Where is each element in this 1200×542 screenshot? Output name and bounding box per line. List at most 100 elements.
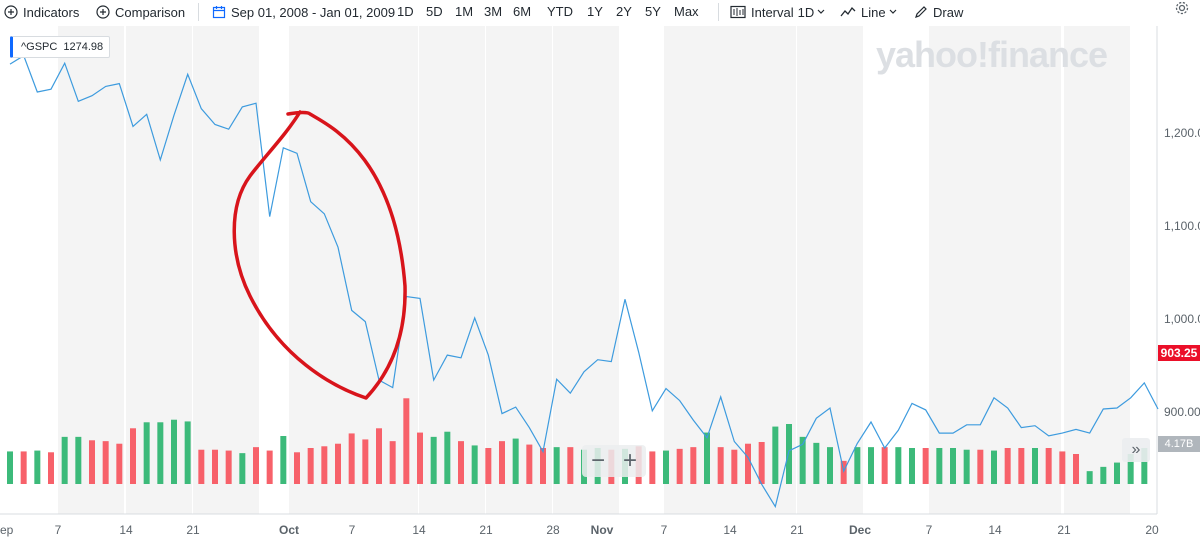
volume-bar <box>307 448 314 484</box>
volume-bar <box>813 442 820 484</box>
date-range-label: Sep 01, 2008 - Jan 01, 2009 <box>231 4 396 20</box>
volume-bar <box>758 442 765 484</box>
pencil-icon <box>914 5 928 19</box>
range-button-5d[interactable]: 5D <box>426 4 443 19</box>
zoom-in-button[interactable]: + <box>622 447 637 474</box>
volume-bar <box>963 449 970 484</box>
x-tick-label: 14 <box>119 523 133 537</box>
x-tick-label: 7 <box>349 523 356 537</box>
volume-bar <box>171 419 177 484</box>
volume-bar <box>868 447 874 484</box>
volume-bar <box>1045 448 1052 484</box>
volume-bar <box>348 433 355 484</box>
volume-bar <box>854 447 861 484</box>
comparison-label: Comparison <box>115 4 186 20</box>
scroll-forward-button[interactable]: » <box>1122 438 1150 462</box>
volume-tag: 4.17B <box>1158 436 1200 452</box>
volume-bar <box>403 398 410 484</box>
volume-bar <box>731 449 738 484</box>
chart-type-dropdown[interactable]: Line <box>840 5 897 20</box>
zoom-out-button[interactable]: − <box>590 447 605 474</box>
volume-bar <box>253 447 259 484</box>
week-band <box>664 26 730 514</box>
date-range-button[interactable]: Sep 01, 2008 - Jan 01, 2009 <box>212 5 395 20</box>
volume-bar <box>799 436 806 484</box>
x-tick-label: Dec <box>849 523 871 537</box>
range-button-6m[interactable]: 6M <box>513 4 532 19</box>
calendar-icon <box>212 5 226 19</box>
y-tick-label: 1,100.00 <box>1164 219 1200 233</box>
volume-bar <box>936 448 943 484</box>
volume-bar <box>362 439 369 484</box>
volume-bar <box>34 450 41 484</box>
range-button-1d[interactable]: 1D <box>397 4 414 19</box>
week-band <box>58 26 124 514</box>
volume-bar <box>991 450 997 484</box>
x-tick-label: 21 <box>790 523 804 537</box>
week-band <box>486 26 552 514</box>
range-button-1y[interactable]: 1Y <box>587 4 603 19</box>
volume-bar <box>499 441 505 484</box>
comparison-button[interactable]: Comparison <box>96 5 185 20</box>
range-button-3m[interactable]: 3M <box>484 4 503 19</box>
x-tick-label: 7 <box>926 523 933 537</box>
x-tick-label: 28 <box>546 523 560 537</box>
volume-bar <box>512 438 519 484</box>
yahoo-finance-watermark: yahoo!finance <box>876 34 1108 75</box>
y-tick-label: 1,200.00 <box>1164 126 1200 140</box>
range-button-1m[interactable]: 1M <box>455 4 474 19</box>
x-tick-label: 14 <box>412 523 426 537</box>
draw-label: Draw <box>933 4 964 20</box>
volume-bar <box>827 447 833 484</box>
range-button-max[interactable]: Max <box>674 4 699 19</box>
volume-bar <box>567 447 574 484</box>
volume-bar <box>130 428 136 484</box>
annotation-circle <box>232 110 407 400</box>
x-tick-label: 14 <box>988 523 1002 537</box>
chart-type-label: Line <box>861 4 886 20</box>
volume-bar <box>676 448 683 484</box>
x-tick-label: ep <box>0 523 14 537</box>
last-price-tag: 903.25 <box>1158 345 1200 361</box>
volume-bar <box>540 448 546 484</box>
chart-toolbar: Indicators Comparison Sep 01, 2008 - Jan… <box>0 0 1200 24</box>
symbol-tag: ^GSPC 1274.98 <box>10 36 111 58</box>
indicators-label: Indicators <box>23 4 80 20</box>
volume-bar <box>321 446 328 484</box>
volume-bar <box>20 451 27 484</box>
volume-bar <box>212 449 218 484</box>
toolbar-divider <box>718 3 719 21</box>
volume-bar <box>417 432 423 484</box>
volume-bar <box>745 443 751 484</box>
settings-gear-icon[interactable] <box>1174 0 1190 19</box>
volume-bar <box>977 449 984 484</box>
volume-bar <box>266 450 273 484</box>
week-band <box>553 26 619 514</box>
x-tick-label: 21 <box>186 523 200 537</box>
volume-bar <box>198 449 205 484</box>
volume-bar <box>1018 448 1025 484</box>
volume-bar <box>458 441 464 484</box>
volume-bar <box>239 453 246 484</box>
volume-bar <box>717 447 724 484</box>
volume-bar <box>1059 451 1066 484</box>
symbol-value: 1274.98 <box>63 41 104 53</box>
volume-bar <box>485 448 492 484</box>
draw-button[interactable]: Draw <box>914 5 963 20</box>
volume-bar <box>116 443 123 484</box>
indicators-button[interactable]: Indicators <box>4 5 79 20</box>
range-button-2y[interactable]: 2Y <box>616 4 632 19</box>
interval-dropdown[interactable]: Interval 1D <box>730 5 825 20</box>
volume-bar <box>389 441 396 484</box>
x-tick-label: Oct <box>279 523 299 537</box>
week-band <box>1064 26 1130 514</box>
range-button-ytd[interactable]: YTD <box>547 4 573 19</box>
volume-bar <box>280 436 287 484</box>
volume-bar <box>75 436 82 484</box>
volume-bar <box>48 452 54 484</box>
range-button-5y[interactable]: 5Y <box>645 4 661 19</box>
interval-label: Interval <box>751 4 794 20</box>
week-band <box>193 26 259 514</box>
volume-bar <box>950 448 956 484</box>
week-band <box>730 26 796 514</box>
